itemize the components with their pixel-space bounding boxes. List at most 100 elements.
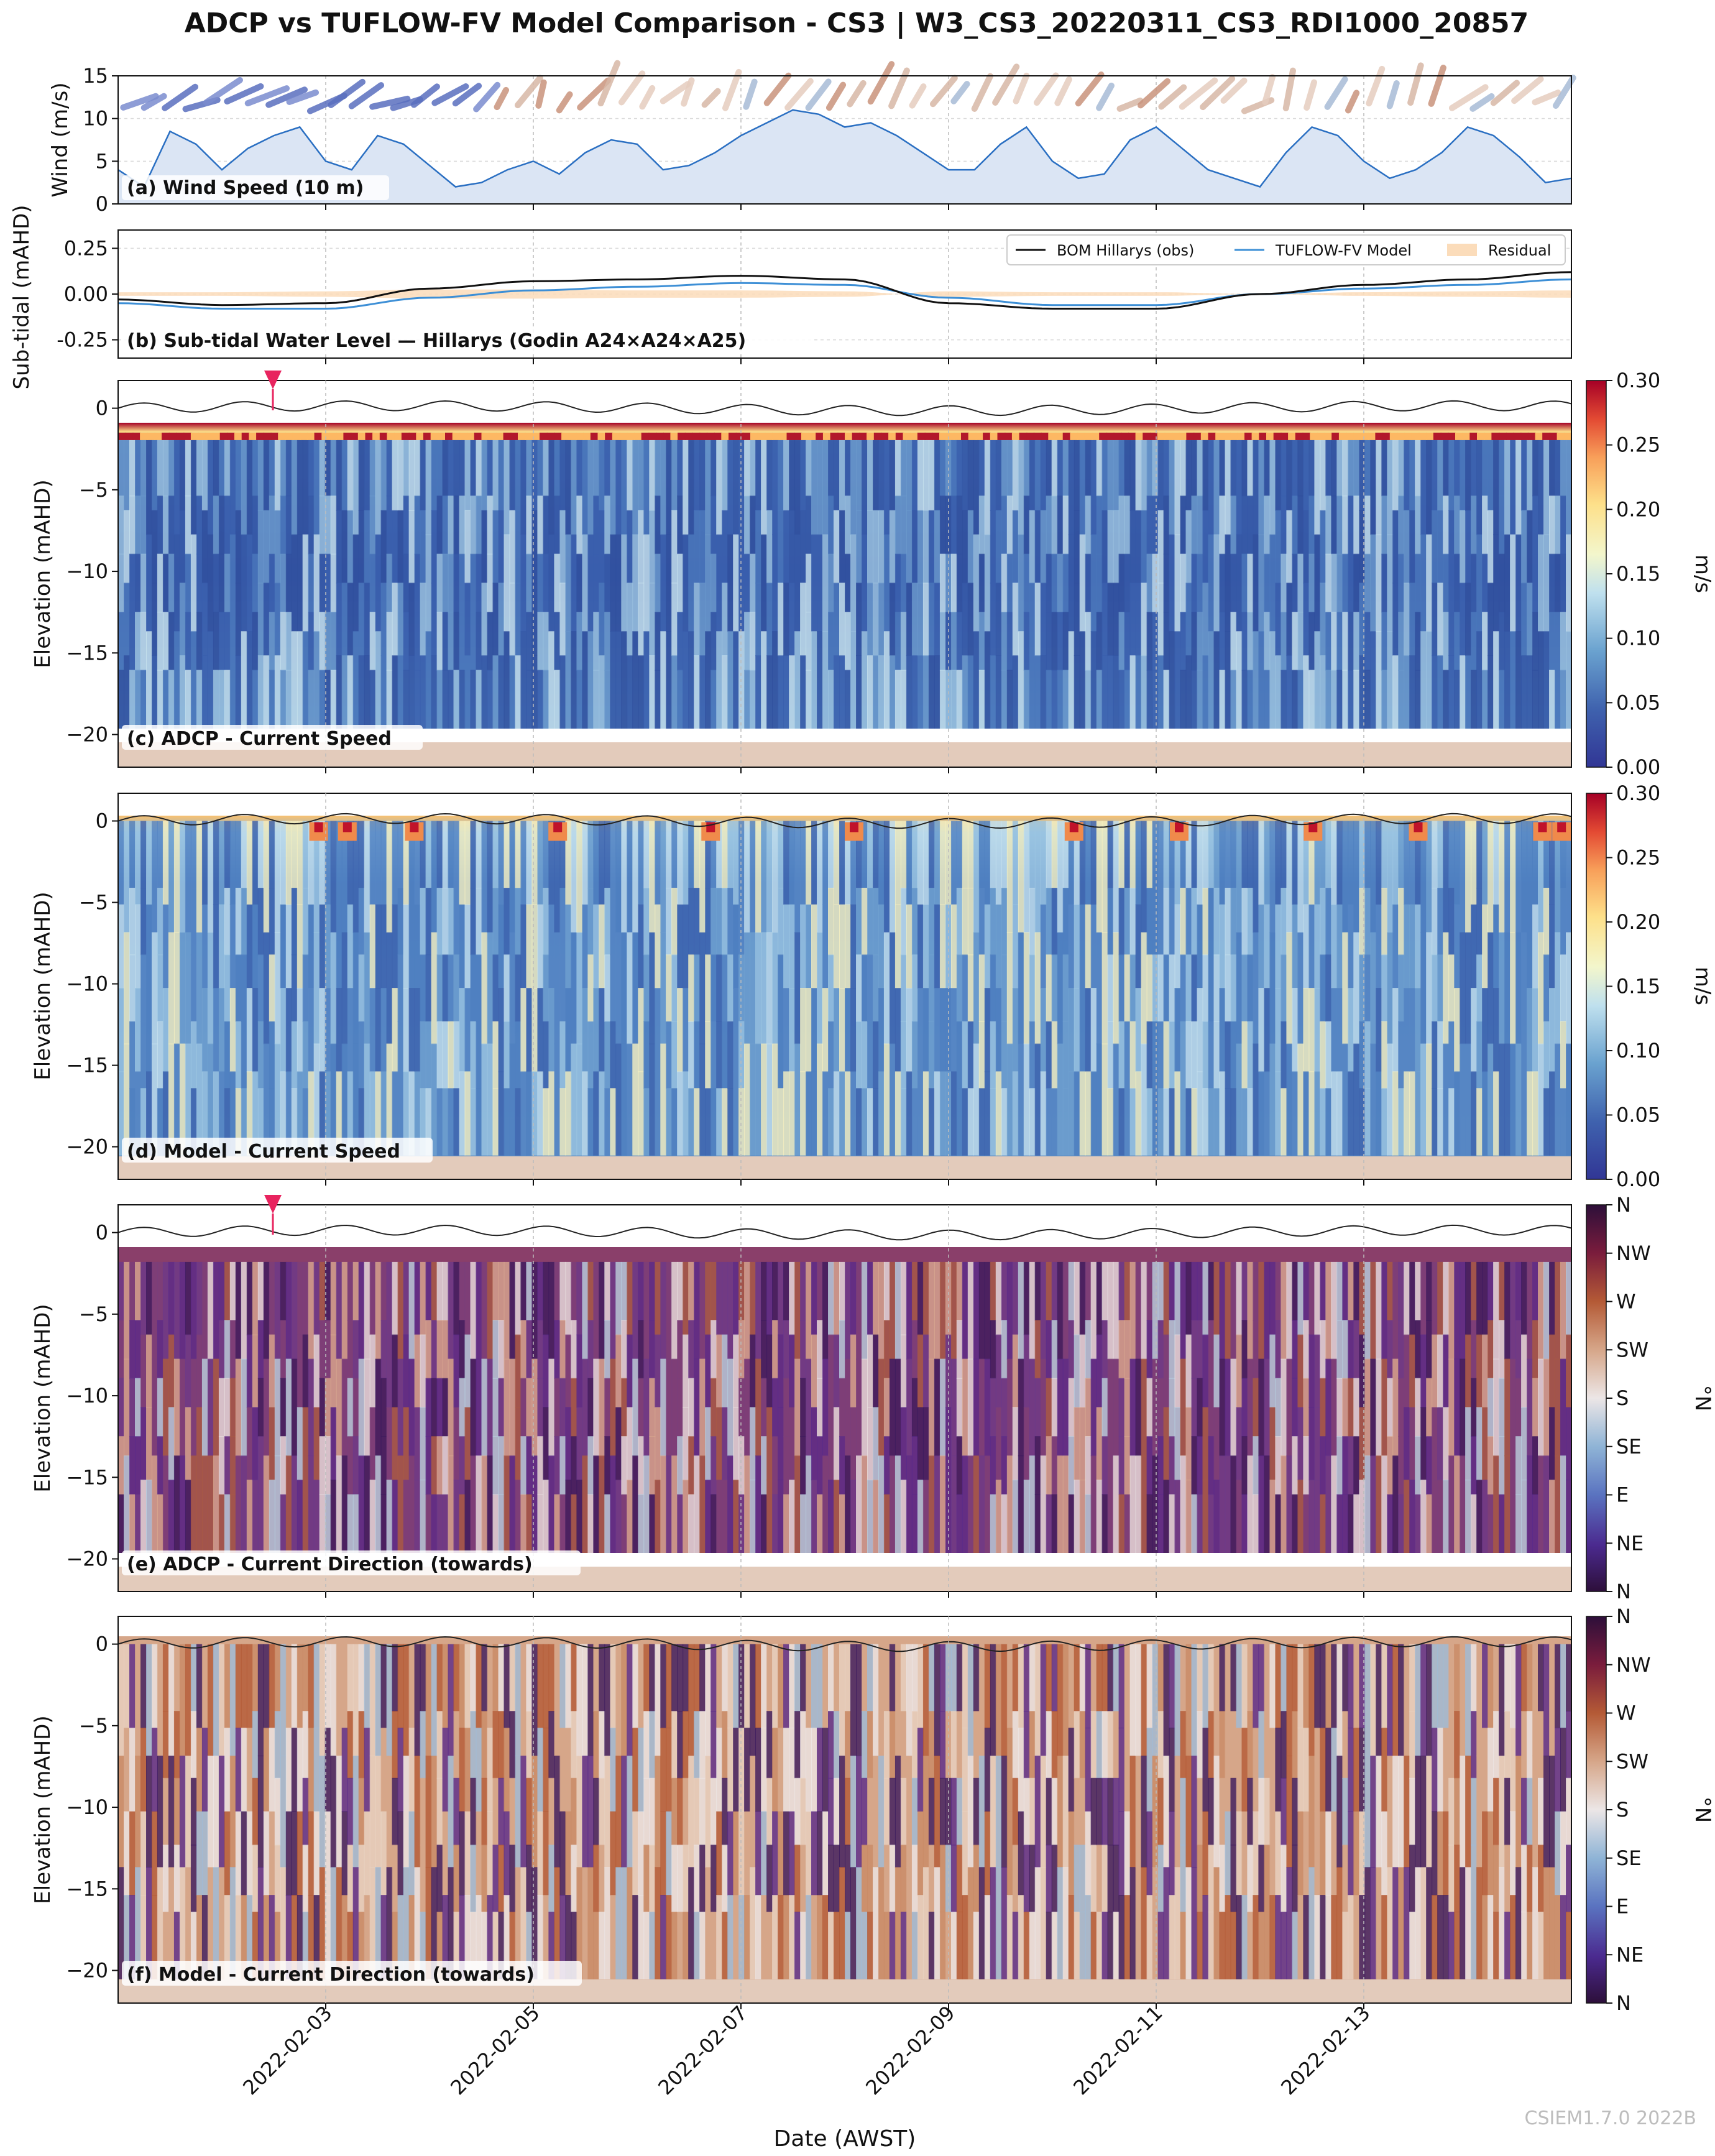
heatmap-cell xyxy=(1090,1261,1097,1360)
heatmap-cell xyxy=(621,821,628,933)
heatmap-cell xyxy=(235,510,242,584)
heatmap-cell xyxy=(1409,1261,1416,1335)
heatmap-cell xyxy=(498,1378,505,1437)
heatmap-cell xyxy=(587,1021,594,1089)
heatmap-cell xyxy=(1443,1728,1450,1812)
heatmap-cell xyxy=(408,1261,415,1360)
heatmap-cell xyxy=(537,988,544,1072)
heatmap-cell xyxy=(1247,1845,1254,1912)
heatmap-cell xyxy=(414,1407,421,1481)
heatmap-cell xyxy=(392,1777,398,1846)
heatmap-cell xyxy=(1018,1728,1024,1812)
heatmap-cell xyxy=(1225,1644,1231,1729)
wind-arrow xyxy=(1345,90,1360,114)
surface-cell xyxy=(241,432,250,440)
heatmap-cell xyxy=(190,1644,197,1712)
heatmap-cell xyxy=(649,437,656,511)
heatmap-cell xyxy=(683,1644,689,1712)
heatmap-cell xyxy=(196,932,203,1044)
heatmap-cell xyxy=(453,1261,460,1335)
heatmap-cell xyxy=(1331,1811,1338,1896)
heatmap-cell xyxy=(1566,1711,1571,1779)
heatmap-cell xyxy=(1169,1320,1175,1379)
heatmap-cell xyxy=(1493,904,1500,989)
heatmap-cell xyxy=(319,553,326,613)
heatmap-cell xyxy=(604,495,611,555)
heatmap-cell xyxy=(1107,1777,1114,1846)
heatmap-cell xyxy=(811,821,817,905)
heatmap-cell xyxy=(152,437,158,511)
heatmap-cell xyxy=(660,1455,667,1553)
heatmap-cell xyxy=(1336,1320,1343,1379)
heatmap-cell xyxy=(487,1043,494,1156)
heatmap-cell xyxy=(380,1320,387,1379)
heatmap-cell xyxy=(1364,1455,1371,1553)
heatmap-cell xyxy=(297,1480,303,1553)
heatmap-cell xyxy=(900,437,907,497)
heatmap-cell xyxy=(1163,553,1170,613)
heatmap-cell xyxy=(604,1378,611,1437)
heatmap-cell xyxy=(246,904,253,989)
heatmap-cell xyxy=(1012,583,1019,656)
heatmap-cell xyxy=(1074,821,1080,905)
heatmap-cell xyxy=(1392,1644,1399,1756)
heatmap-cell xyxy=(129,1378,136,1437)
heatmap-cell xyxy=(224,1436,231,1495)
wind-arrow xyxy=(825,81,847,111)
heatmap-cell xyxy=(135,1756,141,1868)
heatmap-cell xyxy=(336,1261,343,1360)
heatmap-cell xyxy=(269,1021,275,1089)
heatmap-cell xyxy=(185,1644,191,1756)
heatmap-cell xyxy=(1426,1867,1433,1979)
heatmap-cell xyxy=(889,1644,896,1712)
heatmap-cell xyxy=(828,1711,834,1779)
heatmap-cell xyxy=(1163,1021,1170,1089)
heatmap-cell xyxy=(1146,1811,1153,1896)
heatmap-cell xyxy=(1471,988,1478,1072)
heatmap-cell xyxy=(347,1644,354,1712)
heatmap-cell xyxy=(476,888,482,956)
heatmap-cell xyxy=(124,1043,130,1156)
heatmap-cell xyxy=(1348,437,1354,497)
heatmap-cell xyxy=(705,954,712,1022)
heatmap-cell xyxy=(1281,1088,1287,1156)
heatmap-cell xyxy=(1415,1756,1422,1868)
heatmap-cell xyxy=(911,1644,918,1712)
heatmap-cell xyxy=(800,1320,807,1379)
heatmap-cell xyxy=(822,1261,829,1360)
watermark: CSIEM1.7.0 2022B xyxy=(1524,2108,1696,2129)
surface-cell xyxy=(190,432,199,440)
colorbar-tick-label: 0.20 xyxy=(1616,497,1660,521)
heatmap-cell xyxy=(1376,534,1382,632)
heatmap-cell xyxy=(179,1644,186,1756)
heatmap-cell xyxy=(420,888,426,956)
wind-arrow xyxy=(120,93,159,111)
heatmap-cell xyxy=(671,1358,678,1457)
heatmap-cell xyxy=(224,1320,231,1379)
heatmap-cell xyxy=(442,1021,449,1089)
heatmap-cell xyxy=(1297,1644,1304,1729)
heatmap-cell xyxy=(397,655,404,729)
heatmap-cell xyxy=(1297,495,1304,555)
heatmap-cell xyxy=(1549,1644,1555,1756)
heatmap-cell xyxy=(873,888,879,956)
wind-arrow xyxy=(328,78,366,108)
heatmap-cell xyxy=(403,1071,410,1156)
heatmap-cell xyxy=(498,988,505,1072)
heatmap-cell xyxy=(1504,1043,1511,1156)
heatmap-cell xyxy=(442,1378,449,1437)
heatmap-cell xyxy=(1090,437,1097,535)
surface-cell xyxy=(670,432,679,440)
heatmap-cell xyxy=(911,437,918,511)
heatmap-cell xyxy=(1331,1261,1338,1360)
heatmap-cell xyxy=(1303,1378,1310,1437)
heatmap-cell xyxy=(442,1811,449,1896)
heatmap-cell xyxy=(705,821,712,888)
heatmap-cell xyxy=(492,1378,499,1437)
heatmap-cell xyxy=(269,495,275,555)
heatmap-cell xyxy=(1515,1043,1522,1156)
heatmap-cell xyxy=(1068,1895,1075,1979)
heatmap-cell xyxy=(392,1407,398,1481)
heatmap-cell xyxy=(1068,1378,1075,1437)
heatmap-cell xyxy=(1560,1021,1566,1089)
